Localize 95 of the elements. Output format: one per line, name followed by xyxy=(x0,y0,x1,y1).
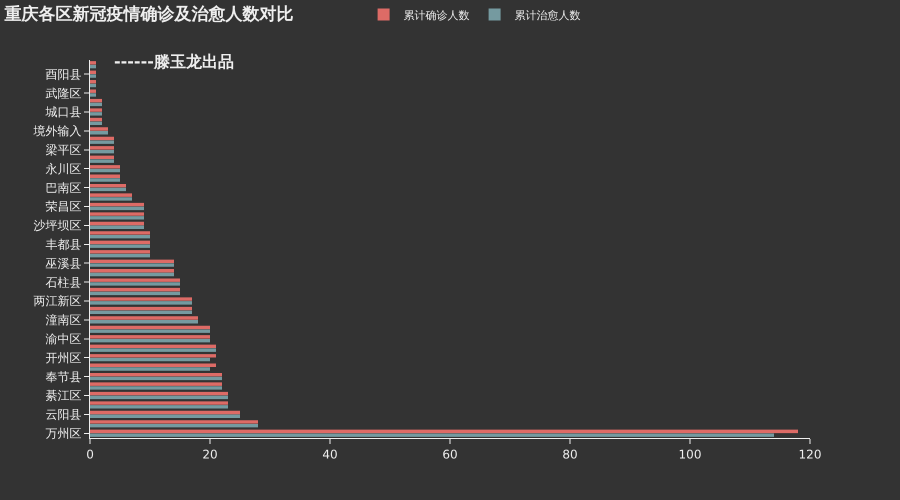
y-tick-label: 巴南区 xyxy=(46,180,82,195)
bar xyxy=(90,292,180,296)
y-tick-label: 潼南区 xyxy=(46,313,82,328)
bar xyxy=(90,330,210,333)
bar xyxy=(90,156,114,160)
bar xyxy=(90,420,258,424)
bar xyxy=(90,382,222,386)
x-tick-label: 100 xyxy=(678,447,702,462)
bar xyxy=(90,354,216,358)
bar xyxy=(90,372,222,376)
bar xyxy=(90,364,216,367)
bar xyxy=(90,108,102,112)
bar xyxy=(90,344,216,348)
y-tick-label: 酉阳县 xyxy=(46,67,82,82)
bar xyxy=(90,240,150,244)
y-tick-label: 境外输入 xyxy=(32,124,82,138)
y-tick-label: 奉节县 xyxy=(46,370,82,384)
bar xyxy=(90,297,192,301)
bar xyxy=(90,278,180,282)
bar xyxy=(90,263,174,267)
y-tick-label: 两江新区 xyxy=(34,294,82,308)
bar xyxy=(90,326,210,330)
y-tick-label: 巫溪县 xyxy=(46,256,82,270)
bar xyxy=(90,392,228,396)
bar xyxy=(90,430,798,434)
bar xyxy=(90,231,150,235)
bar xyxy=(90,61,96,65)
bar xyxy=(90,140,114,144)
bar xyxy=(90,174,120,178)
x-tick-label: 40 xyxy=(322,447,338,462)
bar xyxy=(90,159,114,163)
y-tick-label: 万州区 xyxy=(46,426,82,440)
bar xyxy=(90,122,102,126)
bar xyxy=(90,386,222,390)
bar xyxy=(90,206,144,210)
x-tick-label: 60 xyxy=(442,447,458,462)
bar xyxy=(90,301,192,305)
bar xyxy=(90,254,150,258)
bar xyxy=(90,348,216,352)
bar xyxy=(90,146,114,150)
bar xyxy=(90,235,150,238)
bar xyxy=(90,250,150,254)
bar xyxy=(90,338,210,342)
bar xyxy=(90,150,114,154)
bar xyxy=(90,288,180,292)
y-tick-label: 渝中区 xyxy=(46,332,82,346)
y-tick-label: 武隆区 xyxy=(46,86,82,100)
bar xyxy=(90,80,96,84)
x-tick-label: 80 xyxy=(562,447,578,462)
bar xyxy=(90,136,114,140)
bar xyxy=(90,260,174,263)
bar xyxy=(90,74,96,78)
bar xyxy=(90,335,210,339)
legend-label: 累计治愈人数 xyxy=(514,8,581,22)
y-tick-label: 城口县 xyxy=(44,105,82,120)
bar xyxy=(90,165,120,168)
bar xyxy=(90,226,144,229)
bar xyxy=(90,131,108,134)
y-tick-label: 丰都县 xyxy=(46,237,82,252)
bar xyxy=(90,70,96,74)
bar xyxy=(90,310,192,314)
bar xyxy=(90,433,774,437)
bar xyxy=(90,102,102,106)
bar xyxy=(90,202,144,206)
bar xyxy=(90,405,228,409)
x-tick-label: 20 xyxy=(202,447,218,462)
bar xyxy=(90,244,150,248)
bar xyxy=(90,64,96,68)
bar xyxy=(90,112,102,116)
bar xyxy=(90,414,240,418)
y-tick-label: 沙坪坝区 xyxy=(34,218,82,233)
y-tick-label: 梁平区 xyxy=(46,142,82,157)
x-tick-label: 0 xyxy=(86,447,94,462)
chart-subtitle: ------滕玉龙出品 xyxy=(114,52,234,71)
bar xyxy=(90,193,132,197)
x-tick-label: 120 xyxy=(798,447,822,462)
bar xyxy=(90,98,102,102)
bar xyxy=(90,89,96,93)
y-tick-label: 石柱县 xyxy=(46,275,82,290)
y-tick-label: 永川区 xyxy=(46,162,82,176)
bar xyxy=(90,396,228,400)
bar xyxy=(90,269,174,272)
y-tick-label: 开州区 xyxy=(46,350,82,365)
bar xyxy=(90,424,258,428)
bar xyxy=(90,184,126,188)
bar xyxy=(90,168,120,172)
bar xyxy=(90,216,144,220)
legend-label: 累计确诊人数 xyxy=(404,8,470,22)
chart-title: 重庆各区新冠疫情确诊及治愈人数对比 xyxy=(4,4,294,24)
y-tick-label: 綦江区 xyxy=(46,388,82,403)
y-tick-label: 云阳县 xyxy=(46,408,82,422)
bar xyxy=(90,197,132,201)
y-tick-label: 荣昌区 xyxy=(46,200,82,214)
bar xyxy=(90,320,198,324)
bar xyxy=(90,358,210,362)
